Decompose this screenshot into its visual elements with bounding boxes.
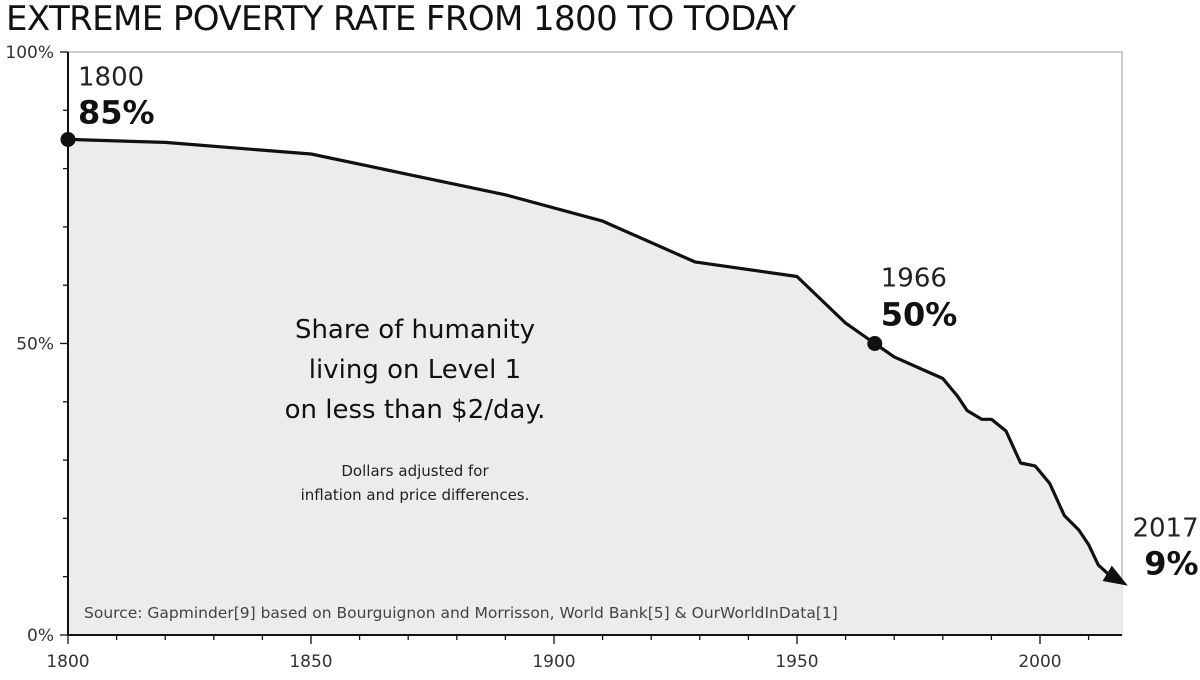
x-tick-label: 2000 <box>1018 652 1061 672</box>
center-text-line: on less than $2/day. <box>285 395 546 425</box>
x-tick-label: 1800 <box>46 652 89 672</box>
center-text: Share of humanity living on Level 1 on l… <box>285 315 546 425</box>
x-tick-label: 1950 <box>775 652 818 672</box>
end-arrow <box>1102 565 1128 586</box>
annotation-value: 9% <box>1144 545 1198 583</box>
y-tick-label: 0% <box>27 626 54 646</box>
point-markers <box>60 131 883 351</box>
note-text-line: Dollars adjusted for <box>341 462 489 480</box>
point-marker <box>867 336 883 351</box>
center-text-line: Share of humanity <box>295 315 535 345</box>
annotation-year: 1966 <box>881 264 947 294</box>
x-tick-label: 1900 <box>532 652 575 672</box>
center-text-line: living on Level 1 <box>309 355 521 385</box>
annotation-year: 2017 <box>1132 514 1198 544</box>
y-tick-label: 50% <box>16 335 54 355</box>
note-text-line: inflation and price differences. <box>301 486 530 504</box>
point-marker <box>60 131 76 147</box>
source-note: Source: Gapminder[9] based on Bourguigno… <box>84 604 838 622</box>
annotation-value: 85% <box>78 93 155 131</box>
y-tick-labels: 0% 50% 100% <box>5 43 54 646</box>
x-tick-labels: 1800 1850 1900 1950 2000 <box>46 652 1061 672</box>
annotation-value: 50% <box>881 296 958 334</box>
y-tick-label: 100% <box>5 43 54 63</box>
x-tick-label: 1850 <box>289 652 332 672</box>
chart-title: EXTREME POVERTY RATE FROM 1800 TO TODAY <box>6 0 796 39</box>
poverty-line <box>66 137 1110 576</box>
annotation-year: 1800 <box>78 62 144 92</box>
note-text: Dollars adjusted for inflation and price… <box>301 462 530 504</box>
poverty-area <box>68 139 1123 635</box>
